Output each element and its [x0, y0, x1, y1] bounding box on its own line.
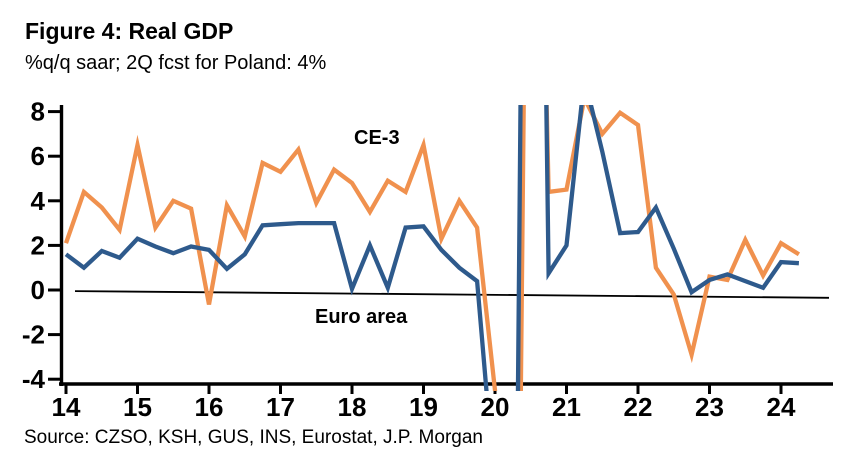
- x-tick-label-19: 19: [409, 392, 438, 422]
- y-tick-label-4: 4: [31, 186, 46, 216]
- x-tick-label-24: 24: [767, 392, 796, 422]
- y-tick-label--4: -4: [22, 364, 46, 394]
- euro-area-series-label: Euro area: [315, 306, 408, 328]
- ce3-series-label: CE-3: [354, 127, 400, 149]
- x-tick-label-17: 17: [266, 392, 295, 422]
- x-tick-label-23: 23: [695, 392, 724, 422]
- source-note: Source: CZSO, KSH, GUS, INS, Eurostat, J…: [24, 427, 483, 448]
- x-tick-label-20: 20: [481, 392, 510, 422]
- x-tick-label-15: 15: [123, 392, 152, 422]
- y-tick-label--2: -2: [22, 320, 45, 350]
- y-tick-label-8: 8: [31, 97, 45, 127]
- zero-reference-line: [74, 290, 830, 299]
- x-tick-label-21: 21: [552, 392, 581, 422]
- figure-subtitle: %q/q saar; 2Q fcst for Poland: 4%: [25, 52, 327, 74]
- y-tick-label-6: 6: [31, 141, 45, 171]
- x-tick-label-22: 22: [624, 392, 653, 422]
- x-tick-label-16: 16: [195, 392, 224, 422]
- ce3-line: [63, 105, 801, 391]
- y-tick-label-2: 2: [31, 230, 45, 260]
- figure-title: Figure 4: Real GDP: [25, 18, 234, 44]
- x-tick-label-18: 18: [338, 392, 367, 422]
- euro-area-line: [64, 105, 800, 391]
- y-tick-label-0: 0: [31, 275, 45, 305]
- x-tick-label-14: 14: [52, 392, 81, 422]
